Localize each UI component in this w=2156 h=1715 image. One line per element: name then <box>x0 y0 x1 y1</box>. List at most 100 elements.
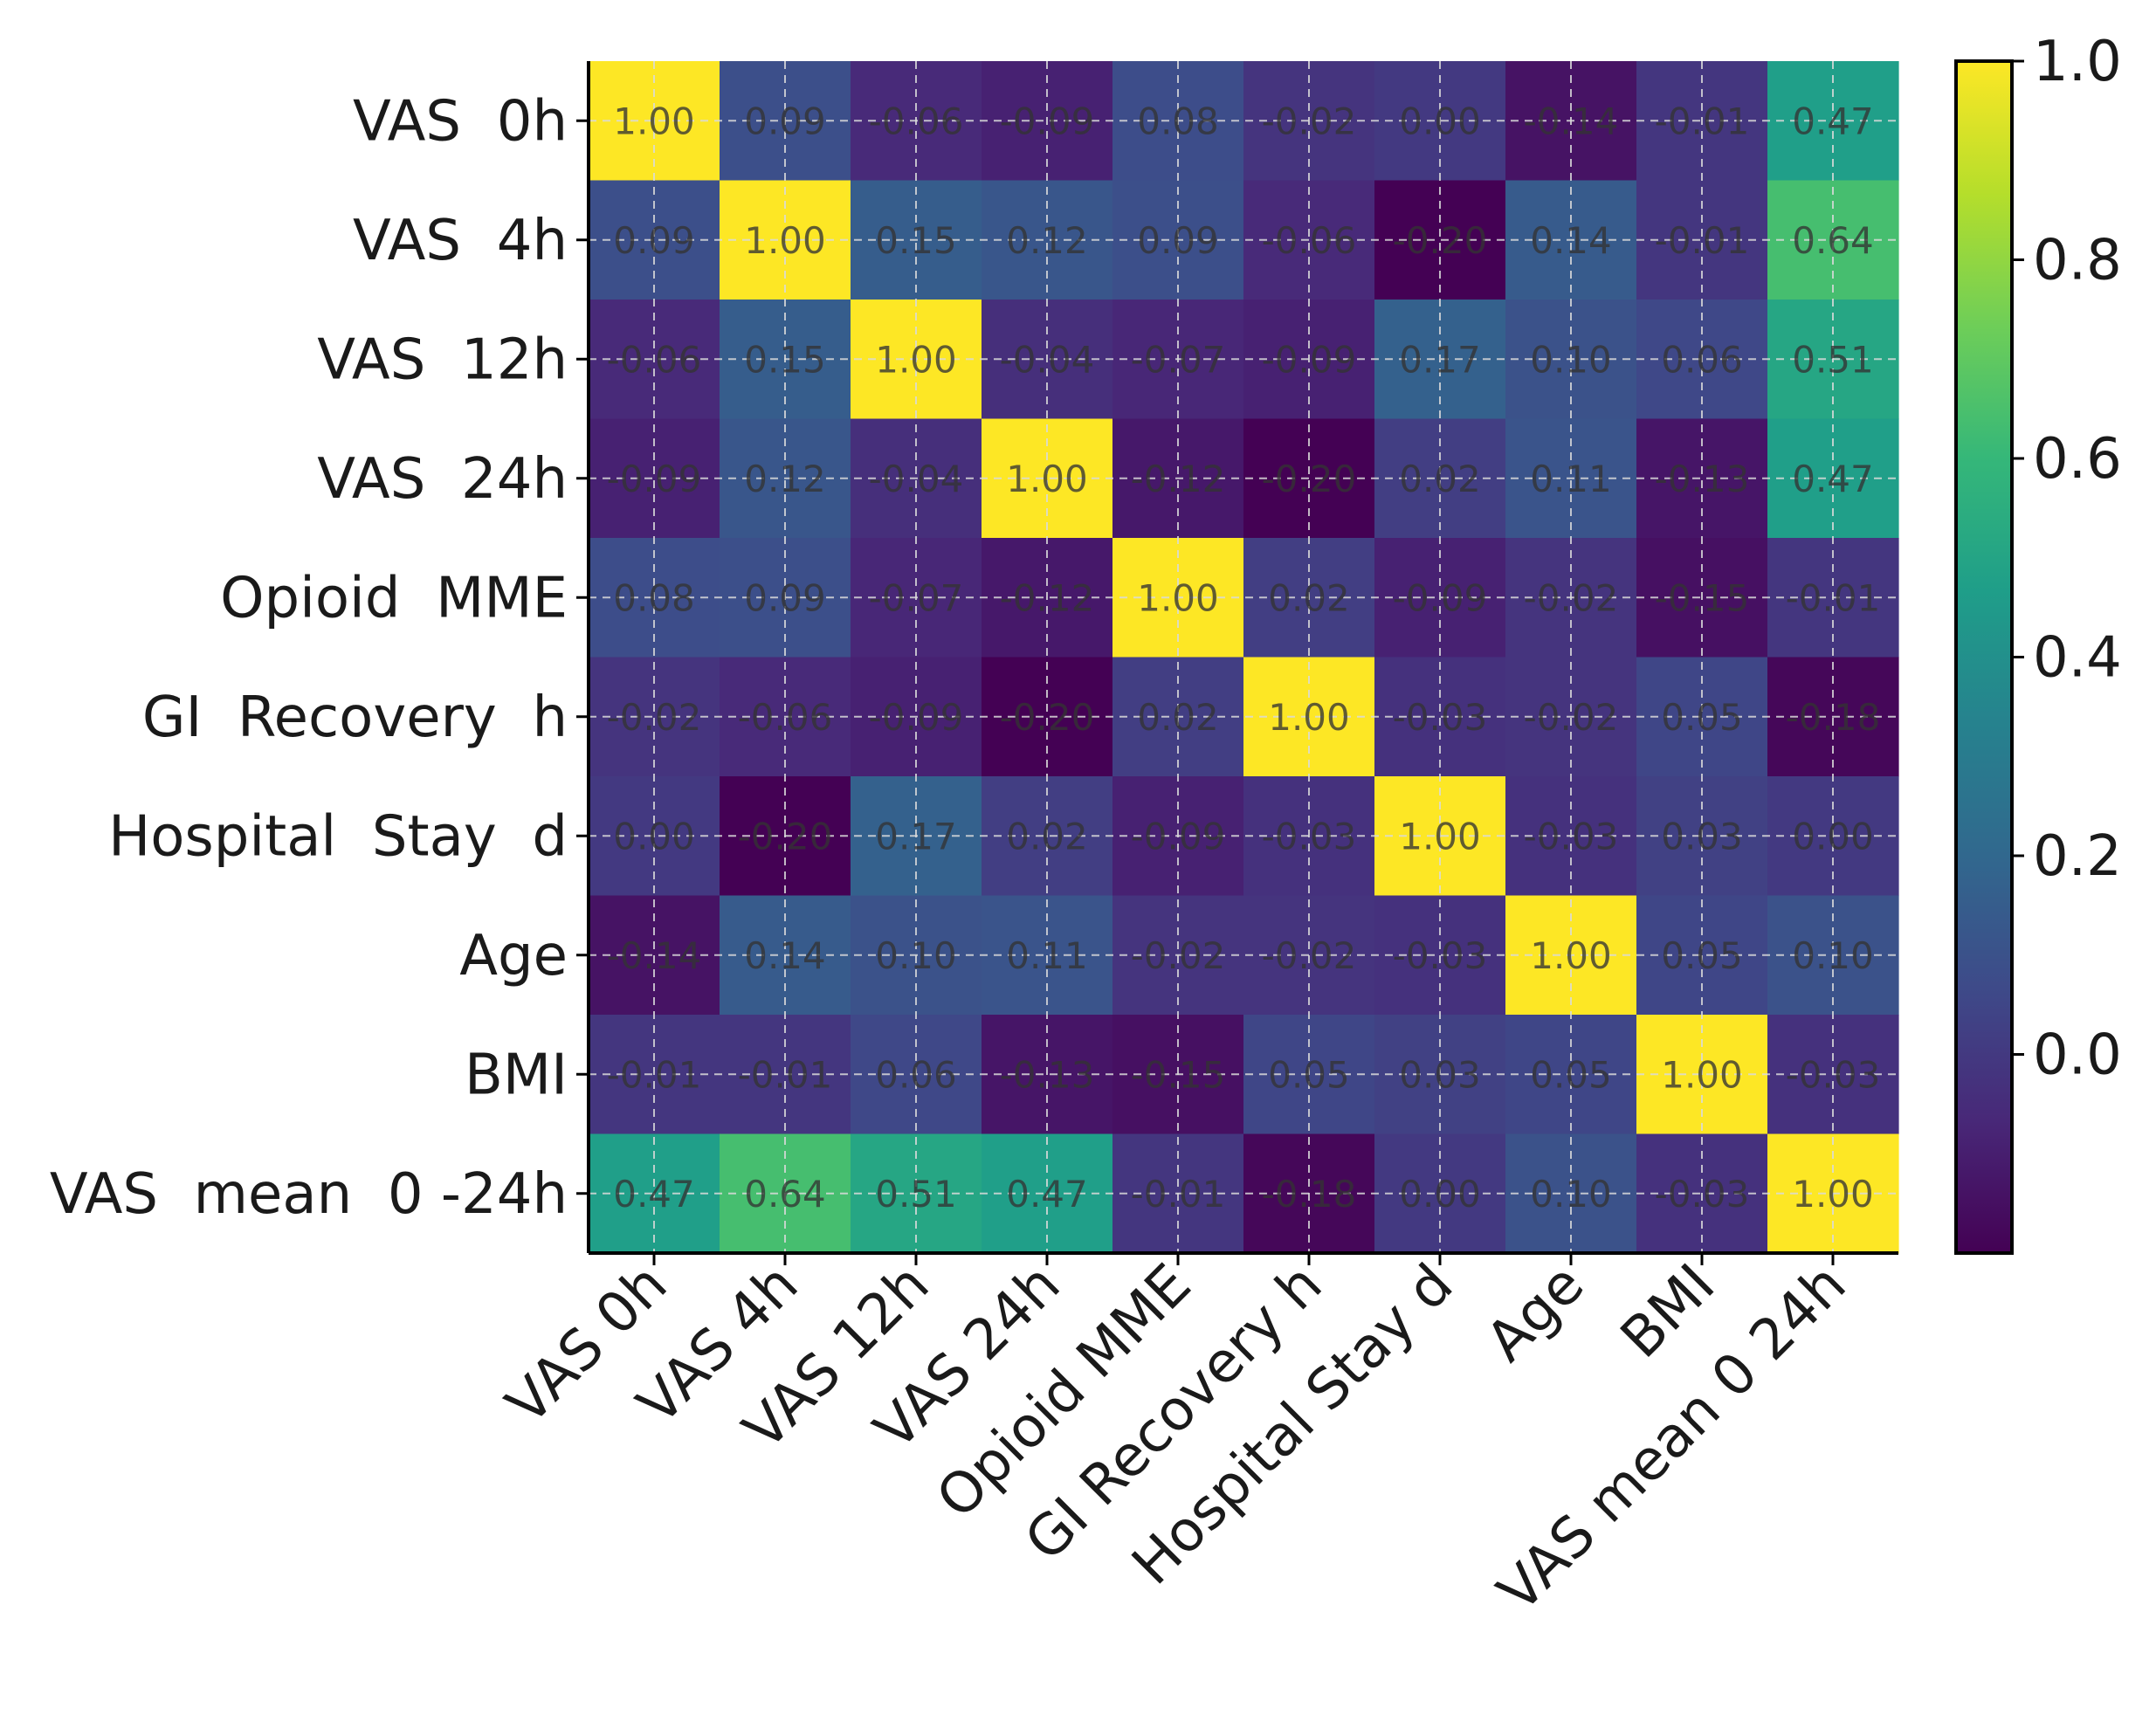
cell-value-label: -0.14 <box>607 934 702 977</box>
column-label: Age <box>1474 1252 1596 1374</box>
row-label: VAS 24h <box>317 447 568 512</box>
cell-value-label: 0.11 <box>1006 934 1088 977</box>
cell-value-label: -0.03 <box>1786 1053 1881 1096</box>
cell-value-label: -0.09 <box>1000 100 1095 142</box>
cell-value-label: 0.15 <box>875 219 957 262</box>
cell-value-label: 0.64 <box>1792 219 1874 262</box>
colorbar-gradient <box>1954 59 2014 1255</box>
cell-value-label: 1.00 <box>613 100 695 142</box>
cell-value-label: 0.06 <box>875 1053 957 1096</box>
cell-value-label: -0.15 <box>1655 576 1750 619</box>
cell-value-label: 0.08 <box>613 576 695 619</box>
row-label: Age <box>459 924 568 988</box>
heatmap-cell <box>1636 180 1768 300</box>
colorbar-tick-label: 1.0 <box>2033 30 2122 94</box>
cell-value-label: -0.03 <box>1524 815 1619 858</box>
cell-value-label: -0.02 <box>1524 696 1619 739</box>
cell-value-label: 1.00 <box>875 338 957 381</box>
cell-value-label: 1.00 <box>1268 696 1350 739</box>
cell-value-label: 0.00 <box>1399 1173 1481 1216</box>
row-label: Hospital Stay d <box>108 804 568 869</box>
cell-value-label: 0.05 <box>1530 1053 1612 1096</box>
cell-value-label: -0.09 <box>1131 815 1226 858</box>
cell-value-label: -0.14 <box>1524 100 1619 142</box>
cell-value-label: -0.04 <box>1000 338 1095 381</box>
row-labels: VAS 0h VAS 4h VAS 12h VAS 24h Opioid MME GI R… <box>50 89 568 1227</box>
cell-value-label: -0.01 <box>1655 100 1750 142</box>
cell-value-label: -0.01 <box>607 1053 702 1096</box>
cell-value-label: 0.00 <box>1399 100 1481 142</box>
cell-value-label: 0.09 <box>1137 219 1219 262</box>
row-label: Opioid MME <box>220 566 568 630</box>
cell-value-label: -0.06 <box>738 696 833 739</box>
colorbar-tick-label: 0.8 <box>2033 229 2122 293</box>
cell-value-label: -0.07 <box>1131 338 1226 381</box>
cell-value-label: -0.20 <box>738 815 833 858</box>
cell-value-label: 1.00 <box>1006 458 1088 500</box>
cell-value-label: -0.07 <box>869 576 964 619</box>
cell-value-label: -0.20 <box>1393 219 1488 262</box>
cell-value-label: 0.00 <box>613 815 695 858</box>
cell-value-label: -0.04 <box>869 458 964 500</box>
cell-value-label: -0.03 <box>1655 1173 1750 1216</box>
cell-value-label: 1.00 <box>744 219 826 262</box>
cell-value-label: 0.08 <box>1137 100 1219 142</box>
cell-value-label: -0.09 <box>1262 338 1357 381</box>
cell-value-label: 1.00 <box>1792 1173 1874 1216</box>
cell-value-label: 0.10 <box>1530 1173 1612 1216</box>
cell-value-label: 1.00 <box>1530 934 1612 977</box>
cell-value-label: 0.09 <box>744 100 826 142</box>
cell-value-label: -0.02 <box>607 696 702 739</box>
cell-value-label: 0.09 <box>613 219 695 262</box>
cell-value-label: -0.03 <box>1393 696 1488 739</box>
cell-value-label: 0.17 <box>875 815 957 858</box>
row-label: VAS 4h <box>353 209 568 273</box>
cell-value-label: -0.06 <box>1262 219 1357 262</box>
cell-value-label: 0.05 <box>1268 1053 1350 1096</box>
cell-value-label: -0.02 <box>1131 934 1226 977</box>
row-label: VAS 0h <box>353 89 568 154</box>
heatmap-cell <box>589 180 720 300</box>
colorbar-tick-label: 0.4 <box>2033 626 2122 691</box>
cell-value-label: 0.15 <box>744 338 826 381</box>
cell-value-label: -0.15 <box>1131 1053 1226 1096</box>
heatmap-grid <box>589 61 1898 1253</box>
cell-value-label: 0.03 <box>1399 1053 1481 1096</box>
cell-value-label: -0.02 <box>1524 576 1619 619</box>
cell-value-label: 0.02 <box>1006 815 1088 858</box>
cell-value-label: 0.05 <box>1661 934 1743 977</box>
cell-value-label: 0.12 <box>744 458 826 500</box>
cell-value-label: 0.17 <box>1399 338 1481 381</box>
cell-value-label: -0.01 <box>1655 219 1750 262</box>
row-label: VAS mean 0 -24h <box>50 1162 568 1227</box>
cell-value-label: 0.02 <box>1137 696 1219 739</box>
cell-value-label: -0.03 <box>1393 934 1488 977</box>
cell-value-label: -0.13 <box>1000 1053 1095 1096</box>
cell-value-label: -0.18 <box>1786 696 1881 739</box>
cell-value-label: 0.10 <box>875 934 957 977</box>
cell-value-label: 0.10 <box>1530 338 1612 381</box>
cell-value-label: 0.09 <box>744 576 826 619</box>
cell-value-label: -0.09 <box>1393 576 1488 619</box>
colorbar-tick-label: 0.6 <box>2033 427 2122 492</box>
cell-value-label: 0.02 <box>1268 576 1350 619</box>
colorbar-tick-label: 0.2 <box>2033 824 2122 889</box>
cell-value-label: 0.47 <box>1792 100 1874 142</box>
cell-value-label: -0.01 <box>1131 1173 1226 1216</box>
cell-value-label: 0.47 <box>1792 458 1874 500</box>
cell-value-label: 0.02 <box>1399 458 1481 500</box>
cell-value-label: -0.20 <box>1262 458 1357 500</box>
cell-value-label: 0.12 <box>1006 219 1088 262</box>
cell-value-label: -0.12 <box>1131 458 1226 500</box>
cell-value-label: 1.00 <box>1661 1053 1743 1096</box>
cell-value-label: 0.14 <box>1530 219 1612 262</box>
cell-value-label: 0.10 <box>1792 934 1874 977</box>
cell-value-label: 0.00 <box>1792 815 1874 858</box>
cell-value-label: 1.00 <box>1137 576 1219 619</box>
colorbar-tick-label: 0.0 <box>2033 1023 2122 1088</box>
colorbar: 0.0 0.2 0.4 0.6 0.8 1.0 <box>1954 30 2122 1255</box>
cell-value-label: 0.05 <box>1661 696 1743 739</box>
